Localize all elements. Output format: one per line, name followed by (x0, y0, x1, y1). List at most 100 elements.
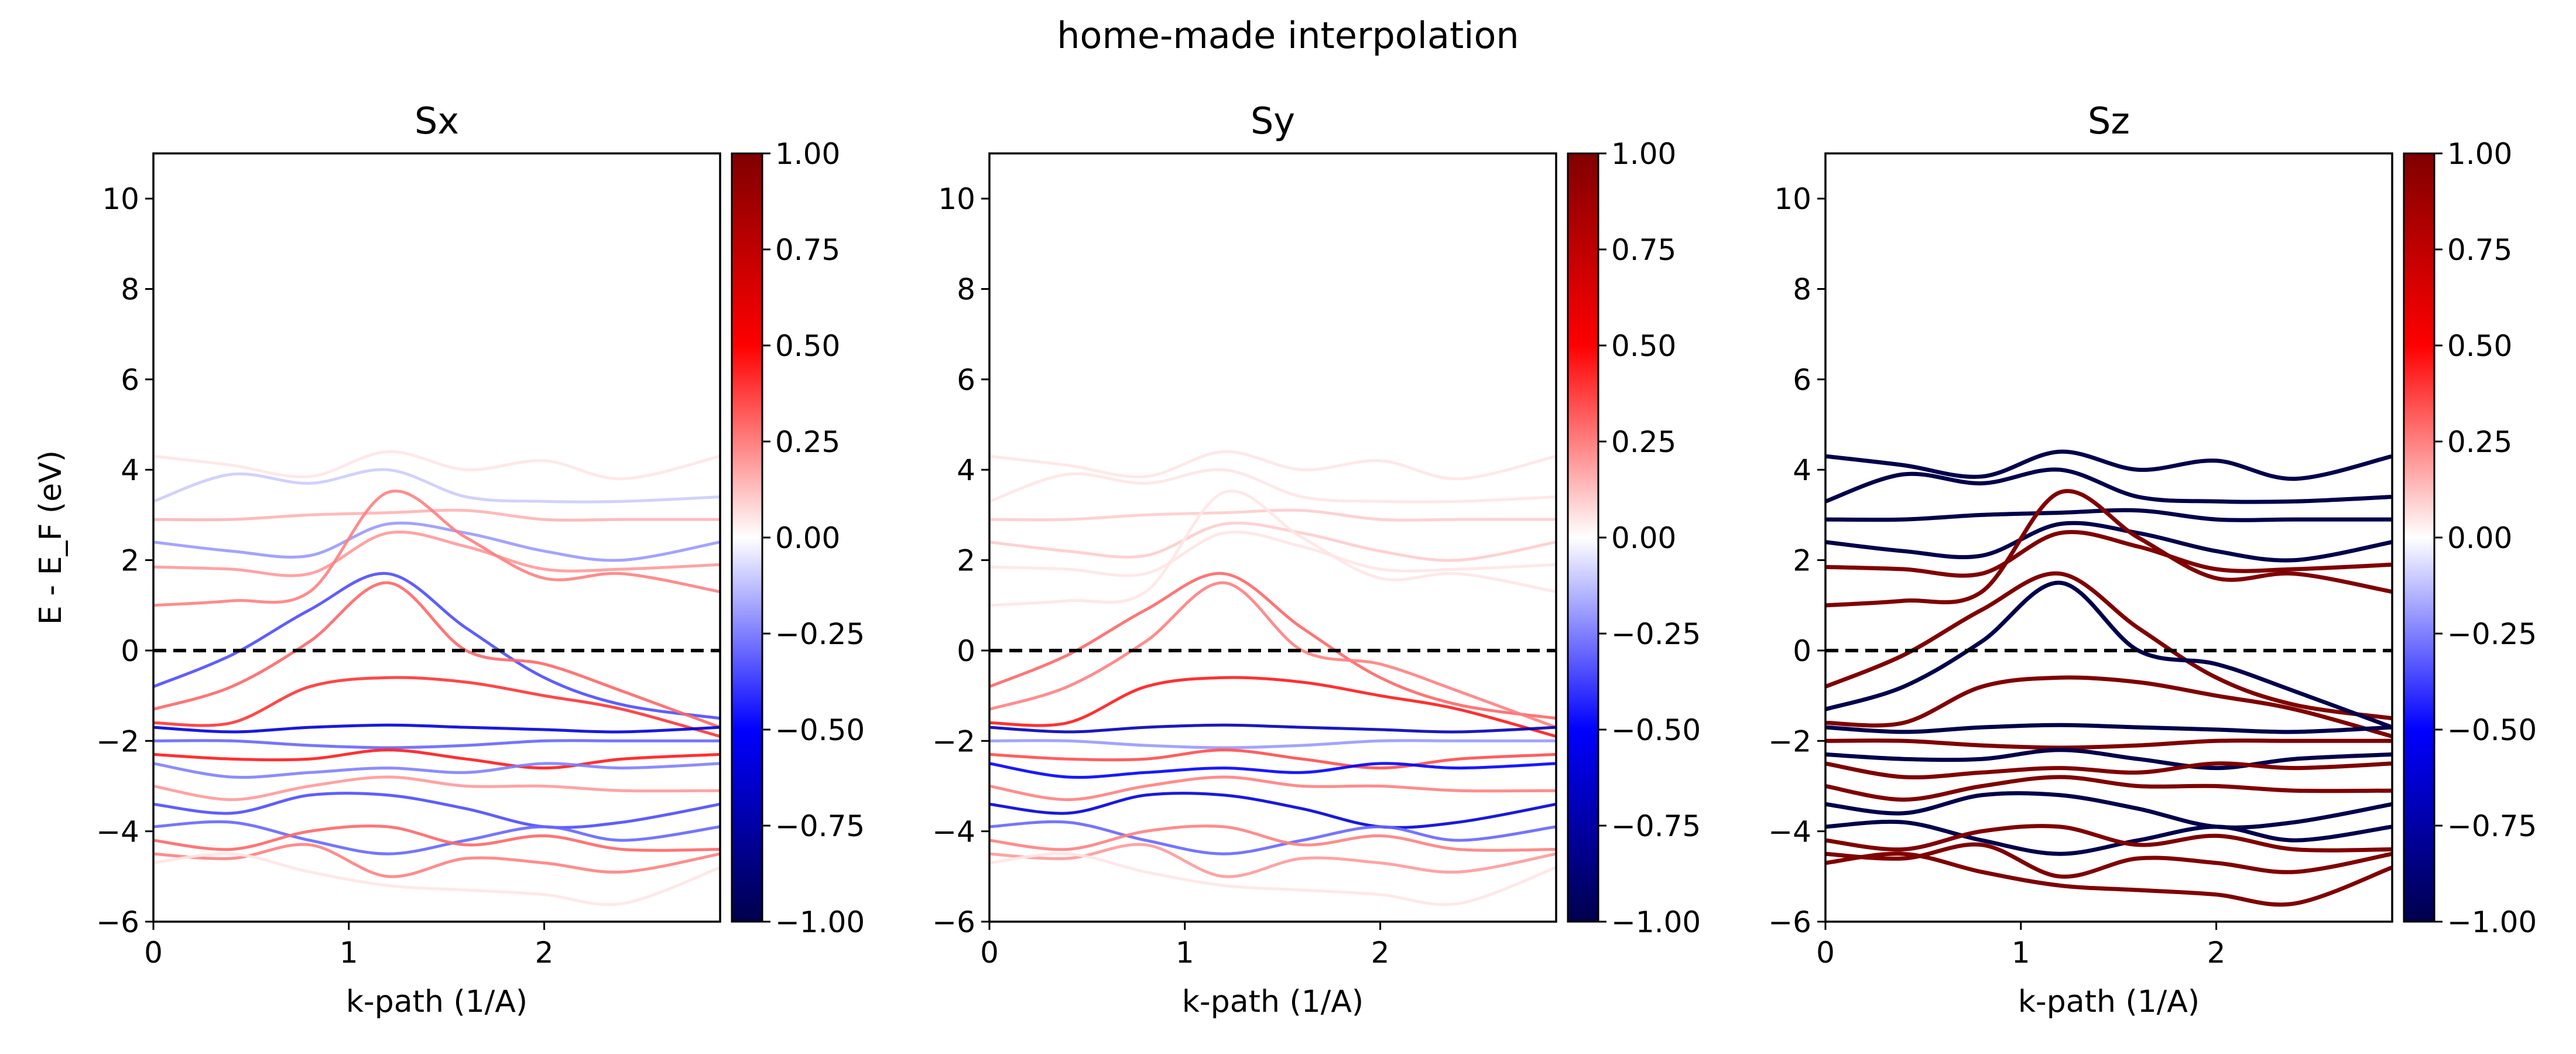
band-line-6 (989, 490, 1556, 607)
band-line-16 (1825, 819, 2392, 856)
x-tick-label: 1 (1176, 936, 1194, 970)
x-tick-label: 0 (980, 936, 999, 970)
band-lines (989, 450, 1556, 906)
band-line-17 (989, 824, 1556, 852)
colorbar-tick-label: 0.75 (1611, 233, 1676, 267)
band-line-5 (1825, 530, 2392, 578)
band-line-8 (989, 581, 1556, 729)
y-tick-label: −4 (932, 815, 975, 849)
y-tick-label: 8 (1793, 273, 1811, 307)
colorbar-gradient (2403, 152, 2435, 923)
band-line-8 (153, 581, 720, 729)
colorbar-tick-label: 1.00 (1611, 137, 1676, 171)
band-line-18 (153, 843, 720, 878)
band-line-19 (989, 852, 1556, 906)
band-line-9 (1825, 675, 2392, 738)
plot-frame (152, 152, 721, 923)
colorbar-tick-label: 0.50 (1611, 329, 1676, 363)
band-line-5 (989, 531, 1556, 577)
band-line-2 (153, 468, 720, 504)
y-tick-label: 8 (957, 273, 975, 307)
colorbar-tick-label: −1.00 (1611, 905, 1701, 939)
colorbar: 1.00 0.75 0.50 0.25 0.00 −0.25 −0.50 −0.75 −1.00 (2403, 137, 2537, 939)
band-line-14 (153, 775, 720, 802)
band-line-6 (1825, 489, 2392, 608)
band-line-14 (989, 775, 1556, 802)
colorbar-tick-label: −0.75 (2447, 809, 2537, 843)
band-line-4 (153, 521, 720, 562)
y-tick-label: 10 (102, 182, 139, 216)
y-tick-label: −6 (96, 905, 139, 939)
y-tick-label: 2 (957, 544, 975, 578)
band-line-15 (153, 792, 720, 829)
colorbar-tick-label: −0.75 (775, 809, 865, 843)
colorbar-tick-label: 0.75 (775, 233, 840, 267)
x-axis-label: k-path (1/A) (346, 984, 527, 1019)
band-line-13 (153, 762, 720, 779)
panel-title: Sz (2088, 100, 2130, 142)
y-tick-label: 0 (121, 634, 139, 668)
y-tick-label: −2 (96, 724, 139, 758)
x-axis-label: k-path (1/A) (1182, 984, 1364, 1019)
colorbar-tick-label: −0.25 (1611, 617, 1701, 651)
colorbar-tick-label: 0.25 (2447, 425, 2512, 459)
y-tick-label: 4 (1793, 453, 1811, 487)
x-tick-label: 2 (2207, 936, 2226, 970)
band-line-6 (153, 490, 720, 607)
band-line-8 (1825, 580, 2392, 730)
colorbar-tick-label: 0.00 (2447, 521, 2512, 555)
x-axis-label: k-path (1/A) (2018, 984, 2200, 1019)
y-tick-label: −2 (932, 724, 975, 758)
colorbar-tick-label: −1.00 (775, 905, 865, 939)
y-tick-label: 4 (957, 453, 975, 487)
band-line-5 (153, 531, 720, 577)
colorbar-tick-label: 1.00 (2447, 137, 2512, 171)
colorbar-tick-label: −0.75 (1611, 809, 1701, 843)
band-line-19 (1825, 851, 2392, 907)
colorbar-tick-label: 0.75 (2447, 233, 2512, 267)
band-line-9 (989, 676, 1556, 738)
band-line-11 (153, 739, 720, 750)
colorbar-tick-label: 1.00 (775, 137, 840, 171)
colorbar-tick-label: −1.00 (2447, 905, 2537, 939)
x-tick-label: 2 (1371, 936, 1390, 970)
x-tick-label: 0 (1816, 936, 1835, 970)
colorbar-gradient (731, 152, 763, 923)
y-tick-label: 2 (121, 544, 139, 578)
colorbar-tick-label: 0.50 (2447, 329, 2512, 363)
y-tick-label: −6 (932, 905, 975, 939)
band-line-11 (989, 739, 1556, 750)
colorbar-tick-label: −0.50 (2447, 713, 2537, 747)
y-tick-label: 6 (1793, 363, 1811, 397)
band-line-1 (1825, 449, 2392, 481)
band-line-2 (1825, 467, 2392, 504)
band-line-9 (153, 676, 720, 738)
colorbar-tick-label: 0.00 (775, 521, 840, 555)
band-line-11 (1825, 738, 2392, 750)
band-line-18 (989, 843, 1556, 878)
band-line-19 (153, 852, 720, 906)
colorbar-tick-label: 0.00 (1611, 521, 1676, 555)
band-line-10 (1825, 723, 2392, 734)
band-line-12 (1825, 748, 2392, 771)
colorbar: 1.00 0.75 0.50 0.25 0.00 −0.25 −0.50 −0.75 −1.00 (731, 137, 865, 939)
colorbar: 1.00 0.75 0.50 0.25 0.00 −0.25 −0.50 −0.75 −1.00 (1567, 137, 1701, 939)
band-line-12 (153, 748, 720, 770)
y-tick-label: 8 (121, 273, 139, 307)
colorbar-gradient (1567, 152, 1599, 923)
y-tick-label: 2 (1793, 544, 1811, 578)
band-lines (1825, 449, 2392, 907)
band-line-16 (989, 820, 1556, 855)
band-line-17 (153, 824, 720, 852)
band-line-2 (989, 468, 1556, 504)
band-line-4 (989, 521, 1556, 562)
band-line-14 (1825, 775, 2392, 802)
x-tick-label: 0 (144, 936, 163, 970)
band-line-4 (1825, 521, 2392, 563)
y-tick-label: 10 (1774, 182, 1811, 216)
band-line-15 (1825, 791, 2392, 830)
colorbar-tick-label: 0.25 (775, 425, 840, 459)
colorbar-tick-label: 0.50 (775, 329, 840, 363)
